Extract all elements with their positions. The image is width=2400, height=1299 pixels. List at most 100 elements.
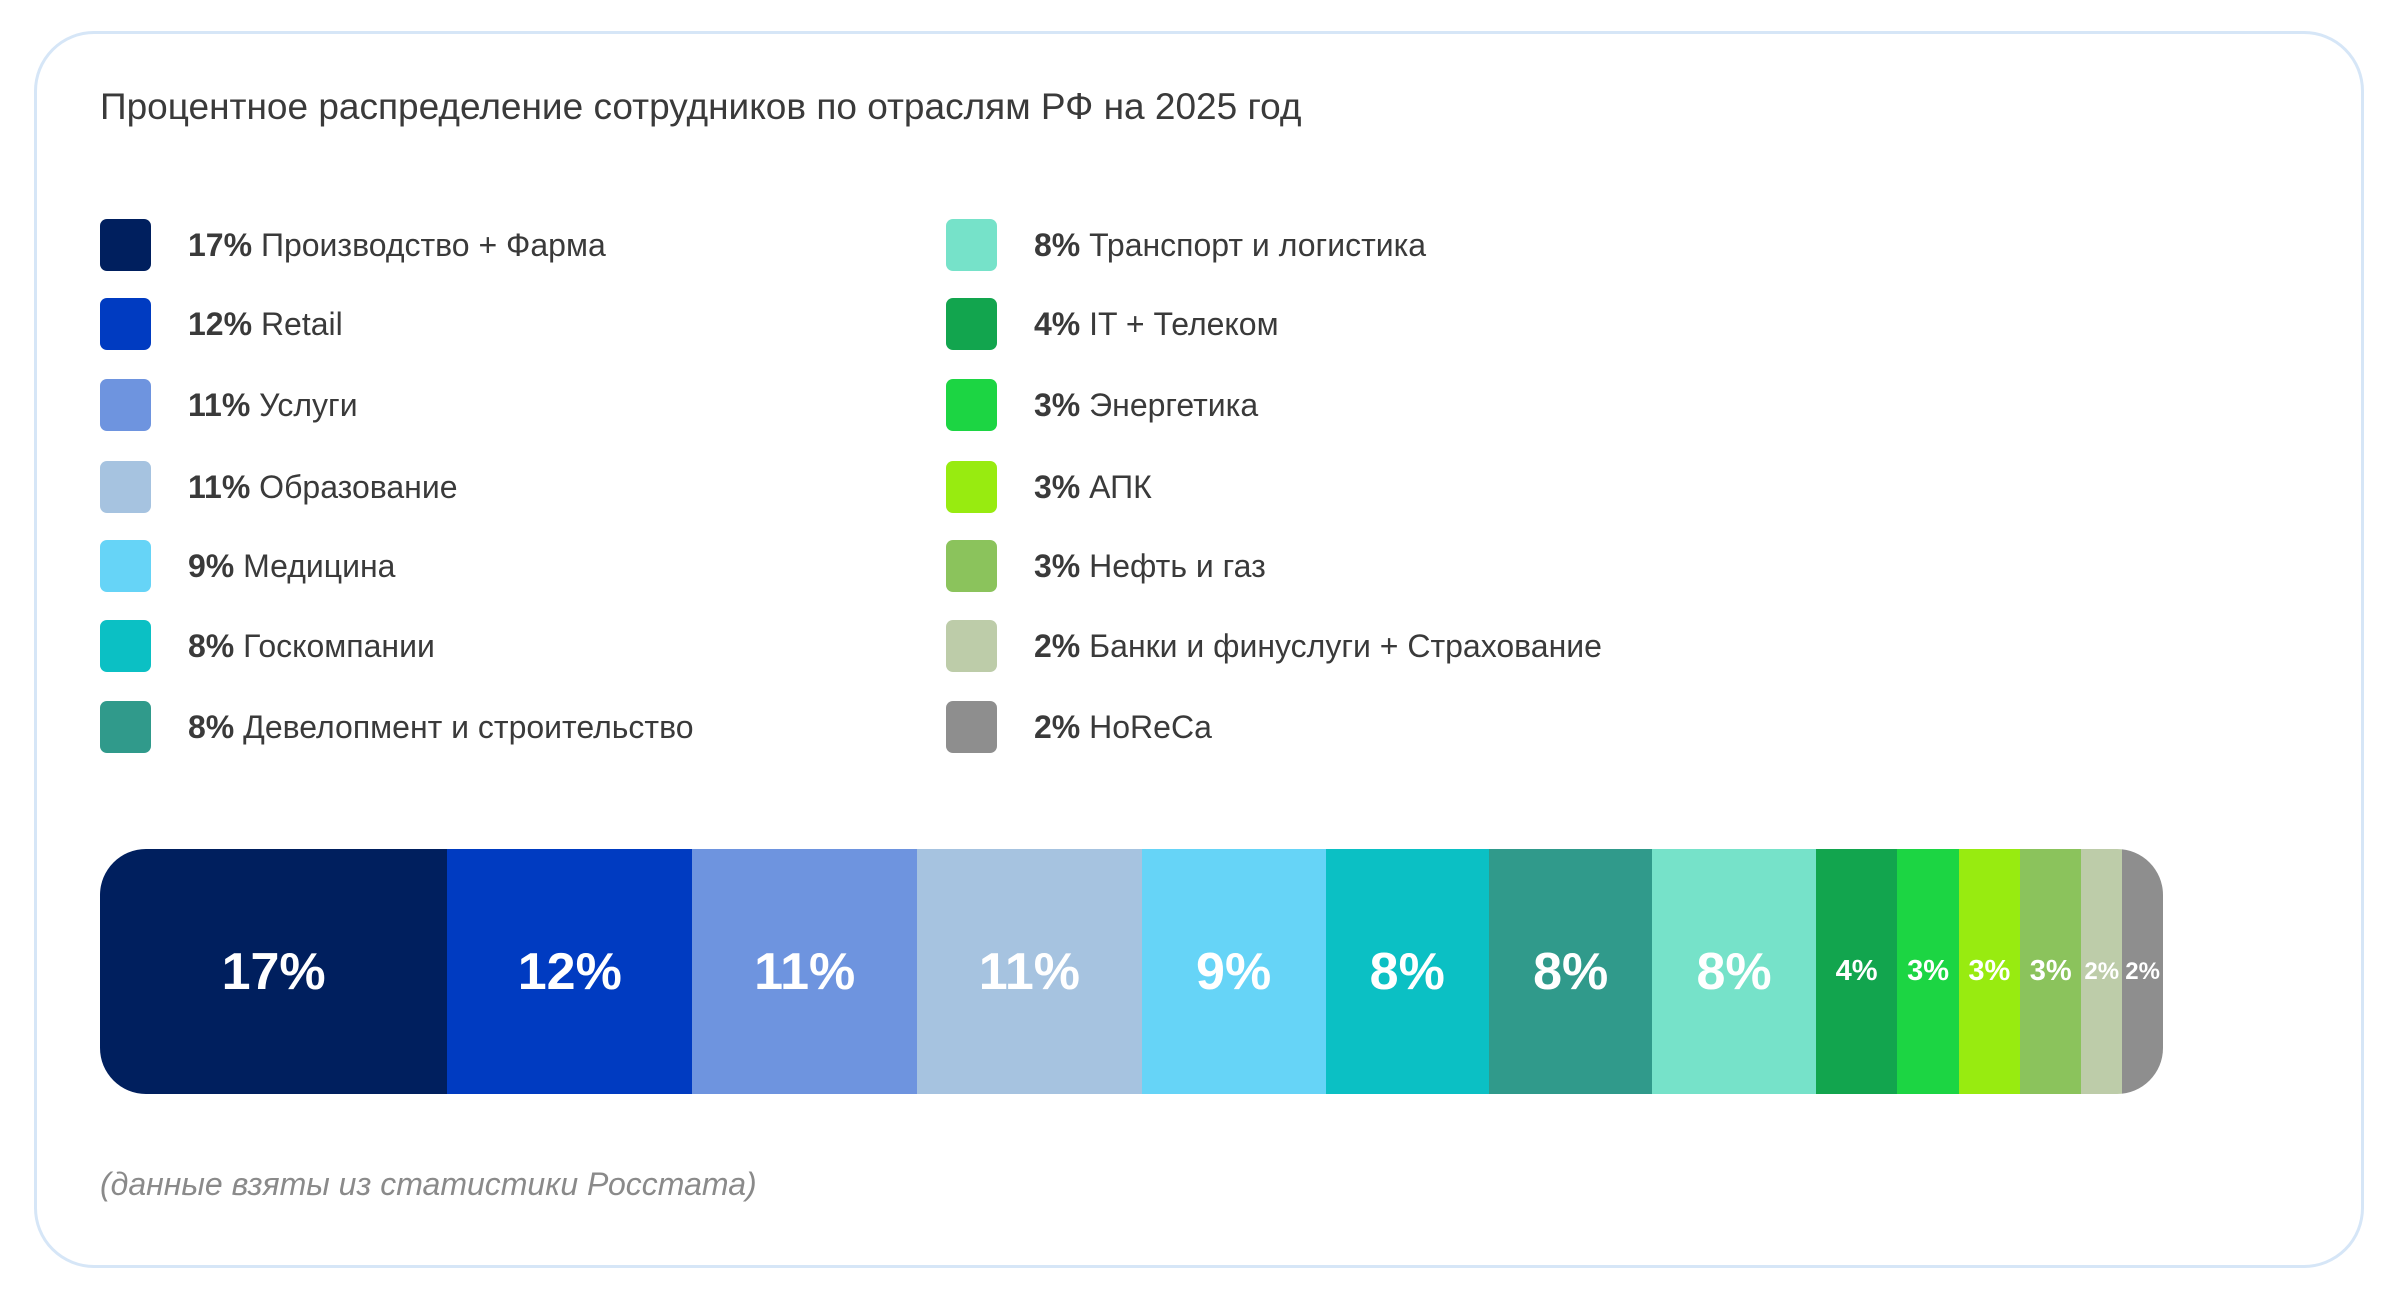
bar-segment: 4% [1815, 849, 1898, 1094]
legend-label: 3% АПК [1034, 469, 1152, 506]
bar-label: 4% [1835, 955, 1878, 987]
legend-item: 17% Производство + Фарма [100, 219, 606, 271]
bar-label: 3% [2029, 955, 2072, 987]
legend-swatch [946, 461, 997, 513]
bar-segment: 8% [1325, 849, 1489, 1094]
bar-label: 8% [1369, 942, 1445, 1001]
legend-item: 11% Услуги [100, 379, 358, 431]
legend-swatch [100, 219, 151, 271]
legend-item: 9% Медицина [100, 540, 395, 592]
legend-category: Образование [259, 468, 458, 505]
bar-label: 11% [978, 942, 1080, 1001]
legend-percent: 8% [188, 627, 235, 664]
legend-percent: 3% [1034, 547, 1081, 584]
legend-item: 8% Транспорт и логистика [946, 219, 1426, 271]
legend-label: 17% Производство + Фарма [188, 227, 606, 264]
legend-swatch [100, 379, 151, 431]
legend-category: Медицина [243, 547, 396, 584]
legend-percent: 11% [188, 386, 251, 423]
legend-swatch [946, 701, 997, 753]
legend-category: АПК [1089, 468, 1152, 505]
legend-swatch [946, 219, 997, 271]
legend-item: 3% Энергетика [946, 379, 1258, 431]
legend-category: Нефть и газ [1089, 547, 1266, 584]
legend-label: 11% Услуги [188, 387, 358, 424]
legend-swatch [100, 461, 151, 513]
bar-segment: 17% [100, 849, 448, 1094]
legend-category: Retail [260, 305, 343, 342]
stacked-bar: 17% 12% 11% 11% 9% 8% 8% 8% 4% 3% 3% 3% 2% 2% [100, 849, 2163, 1094]
legend-label: 4% IT + Телеком [1034, 306, 1279, 343]
legend-percent: 8% [188, 708, 235, 745]
legend-swatch [946, 540, 997, 592]
bar-segment: 3% [2020, 849, 2082, 1094]
legend-item: 2% HoReCa [946, 701, 1212, 753]
bar-segment: 2% [2081, 849, 2123, 1094]
bar-label: 9% [1196, 942, 1272, 1001]
legend-swatch [100, 298, 151, 350]
legend-swatch [100, 620, 151, 672]
legend-label: 12% Retail [188, 306, 343, 343]
legend-label: 3% Энергетика [1034, 387, 1258, 424]
legend-item: 2% Банки и финуслуги + Страхование [946, 620, 1602, 672]
legend-swatch [946, 379, 997, 431]
legend-label: 2% HoReCa [1034, 709, 1212, 746]
legend-category: Энергетика [1089, 386, 1259, 423]
bar-segment: 12% [447, 849, 693, 1094]
legend-percent: 2% [1034, 708, 1081, 745]
legend-category: IT + Телеком [1089, 305, 1279, 342]
legend-category: Услуги [259, 386, 358, 423]
legend-percent: 11% [188, 468, 251, 505]
source-note: (данные взяты из статистики Росстата) [100, 1166, 757, 1202]
legend-label: 11% Образование [188, 469, 458, 506]
legend-item: 12% Retail [100, 298, 343, 350]
legend-label: 9% Медицина [188, 548, 395, 585]
chart-card [34, 31, 2364, 1268]
legend-swatch [100, 701, 151, 753]
legend-category: HoReCa [1089, 708, 1212, 745]
legend-percent: 2% [1034, 627, 1081, 664]
legend-label: 8% Девелопмент и строительство [188, 709, 694, 746]
legend-category: Госкомпании [243, 627, 435, 664]
bar-segment: 8% [1488, 849, 1653, 1094]
legend-category: Транспорт и логистика [1089, 226, 1427, 263]
bar-label: 12% [517, 942, 622, 1001]
bar-label: 2% [2125, 957, 2160, 985]
legend-item: 8% Девелопмент и строительство [100, 701, 694, 753]
legend-percent: 9% [188, 547, 235, 584]
legend-swatch [100, 540, 151, 592]
legend-category: Девелопмент и строительство [243, 708, 694, 745]
legend-percent: 4% [1034, 305, 1081, 342]
legend-item: 11% Образование [100, 461, 458, 513]
legend-item: 3% АПК [946, 461, 1152, 513]
bar-segment: 8% [1652, 849, 1816, 1094]
legend-category: Банки и финуслуги + Страхование [1089, 627, 1602, 664]
legend-percent: 3% [1034, 468, 1081, 505]
chart-title: Процентное распределение сотрудников по … [100, 86, 1302, 127]
legend-item: 3% Нефть и газ [946, 540, 1266, 592]
legend-label: 3% Нефть и газ [1034, 548, 1266, 585]
legend-percent: 3% [1034, 386, 1081, 423]
legend-swatch [946, 620, 997, 672]
legend-item: 8% Госкомпании [100, 620, 435, 672]
legend-percent: 8% [1034, 226, 1081, 263]
bar-segment: 9% [1141, 849, 1326, 1094]
bar-label: 8% [1696, 942, 1772, 1001]
legend-percent: 12% [188, 305, 253, 342]
legend-item: 4% IT + Телеком [946, 298, 1279, 350]
bar-segment: 11% [917, 849, 1142, 1094]
bar-label: 17% [221, 942, 326, 1001]
bar-label: 8% [1533, 942, 1609, 1001]
bar-label: 3% [1968, 955, 2011, 987]
bar-segment: 3% [1958, 849, 2021, 1094]
legend-label: 2% Банки и финуслуги + Страхование [1034, 628, 1602, 665]
legend-label: 8% Госкомпании [188, 628, 435, 665]
bar-segment: 3% [1897, 849, 1959, 1094]
bar-label: 11% [754, 942, 856, 1001]
legend-percent: 17% [188, 226, 253, 263]
legend-label: 8% Транспорт и логистика [1034, 227, 1426, 264]
legend-swatch [946, 298, 997, 350]
legend-category: Производство + Фарма [260, 226, 606, 263]
bar-segment: 11% [692, 849, 918, 1094]
bar-label: 2% [2084, 957, 2120, 985]
